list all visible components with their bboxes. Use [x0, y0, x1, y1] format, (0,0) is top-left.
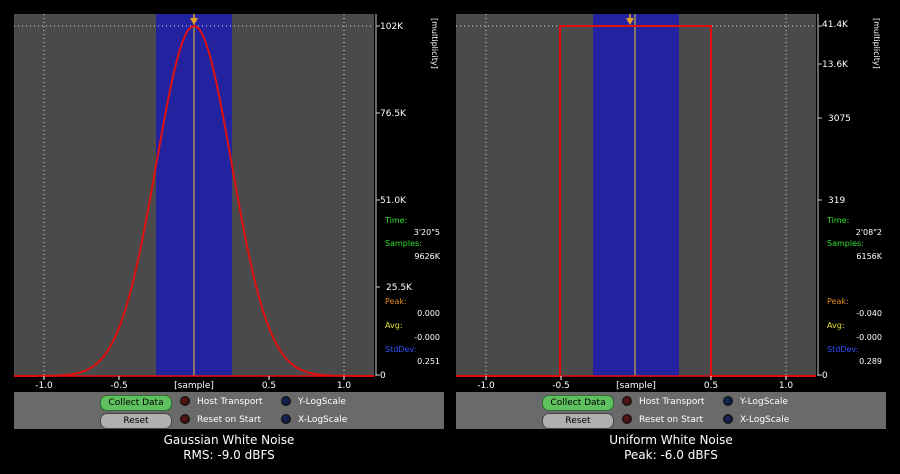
y-tick-label: 3075 — [828, 114, 851, 124]
reset-button[interactable]: Reset — [100, 413, 172, 429]
x-axis-unit: [sample] — [616, 381, 656, 391]
led-icon — [281, 413, 291, 424]
histogram-panel-uniform: -1.0 -0.5 [sample] 0.5 1.0 41.4K 13.6K 3… — [456, 14, 886, 429]
x-tick-label: 1.0 — [337, 381, 352, 391]
time-label: Time: — [826, 216, 849, 225]
x-tick-label: 0.5 — [262, 381, 276, 391]
samples-label: Samples: — [827, 239, 864, 248]
host-transport-label: Host Transport — [197, 397, 263, 407]
x-tick-label: 1.0 — [779, 381, 794, 391]
histogram-plot-gaussian: -1.0 -0.5 [sample] 0.5 1.0 102K 76.5K 51… — [14, 14, 441, 391]
led-icon — [180, 413, 190, 424]
avg-value: -0.000 — [856, 333, 882, 342]
led-icon — [281, 395, 291, 406]
time-label: Time: — [384, 216, 407, 225]
control-bar: Collect Data Reset Host Transport Reset … — [456, 392, 886, 429]
peak-label: Peak: — [827, 297, 849, 306]
collect-data-button[interactable]: Collect Data — [542, 395, 614, 411]
caption-title: Uniform White Noise — [609, 433, 733, 447]
host-transport-label: Host Transport — [639, 397, 705, 407]
stddev-label: StdDev: — [385, 345, 416, 354]
caption-gaussian: Gaussian White Noise RMS: -9.0 dBFS — [14, 433, 444, 463]
led-icon — [622, 395, 632, 406]
time-value: 2'08"2 — [856, 228, 882, 237]
peak-label: Peak: — [385, 297, 407, 306]
stddev-label: StdDev: — [827, 345, 858, 354]
y-tick-label: 13.6K — [822, 60, 849, 70]
y-logscale-label: Y-LogScale — [740, 397, 788, 407]
x-tick-label: 0.5 — [704, 381, 718, 391]
samples-value: 6156K — [856, 252, 882, 261]
y-logscale-label: Y-LogScale — [298, 397, 346, 407]
x-logscale-label: X-LogScale — [298, 415, 348, 425]
y-tick-label: 41.4K — [822, 20, 849, 30]
stddev-value: 0.289 — [859, 357, 882, 366]
histogram-curve — [14, 24, 374, 377]
control-bar: Collect Data Reset Host Transport Reset … — [14, 392, 444, 429]
peak-value: 0.000 — [417, 309, 440, 318]
x-tick-label: -1.0 — [35, 381, 53, 391]
y-tick-label: 0 — [822, 371, 828, 381]
y-tick-label: 102K — [380, 22, 404, 32]
histogram-panel-gaussian: -1.0 -0.5 [sample] 0.5 1.0 102K 76.5K 51… — [14, 14, 444, 429]
samples-value: 9626K — [414, 252, 440, 261]
x-tick-label: -0.5 — [110, 381, 128, 391]
led-icon — [723, 413, 733, 424]
reset-on-start-toggle[interactable]: Reset on Start — [180, 413, 261, 427]
x-logscale-toggle[interactable]: X-LogScale — [723, 413, 789, 427]
peak-value: -0.040 — [856, 309, 882, 318]
x-logscale-label: X-LogScale — [740, 415, 790, 425]
y-tick-label: 51.0K — [380, 196, 407, 206]
reset-on-start-toggle[interactable]: Reset on Start — [622, 413, 703, 427]
x-logscale-toggle[interactable]: X-LogScale — [281, 413, 347, 427]
avg-value: -0.000 — [414, 333, 440, 342]
y-tick-label: 319 — [828, 196, 845, 206]
time-value: 3'20"5 — [414, 228, 440, 237]
reset-on-start-label: Reset on Start — [639, 415, 704, 425]
avg-label: Avg: — [385, 321, 403, 330]
histogram-plot-uniform: -1.0 -0.5 [sample] 0.5 1.0 41.4K 13.6K 3… — [456, 14, 883, 391]
led-icon — [723, 395, 733, 406]
peak-arrow-icon — [190, 18, 198, 25]
y-tick-label: 25.5K — [386, 283, 413, 293]
caption-subtitle: RMS: -9.0 dBFS — [183, 448, 275, 462]
led-icon — [622, 413, 632, 424]
peak-arrow-icon — [626, 18, 634, 25]
led-icon — [180, 395, 190, 406]
y-logscale-toggle[interactable]: Y-LogScale — [723, 395, 788, 409]
host-transport-toggle[interactable]: Host Transport — [622, 395, 705, 409]
collect-data-button[interactable]: Collect Data — [100, 395, 172, 411]
caption-subtitle: Peak: -6.0 dBFS — [624, 448, 718, 462]
stddev-value: 0.251 — [417, 357, 440, 366]
y-tick-label: 0 — [380, 371, 386, 381]
y-tick-label: 76.5K — [380, 109, 407, 119]
stddev-band — [593, 14, 679, 376]
y-axis-unit: [multiplicity] — [872, 18, 881, 69]
host-transport-toggle[interactable]: Host Transport — [180, 395, 263, 409]
x-tick-label: -0.5 — [552, 381, 570, 391]
avg-label: Avg: — [827, 321, 845, 330]
caption-title: Gaussian White Noise — [163, 433, 295, 447]
samples-label: Samples: — [385, 239, 422, 248]
reset-on-start-label: Reset on Start — [197, 415, 262, 425]
y-logscale-toggle[interactable]: Y-LogScale — [281, 395, 346, 409]
reset-button[interactable]: Reset — [542, 413, 614, 429]
x-axis-unit: [sample] — [174, 381, 214, 391]
caption-uniform: Uniform White Noise Peak: -6.0 dBFS — [456, 433, 886, 463]
y-axis-unit: [multiplicity] — [430, 18, 439, 69]
x-tick-label: -1.0 — [477, 381, 495, 391]
